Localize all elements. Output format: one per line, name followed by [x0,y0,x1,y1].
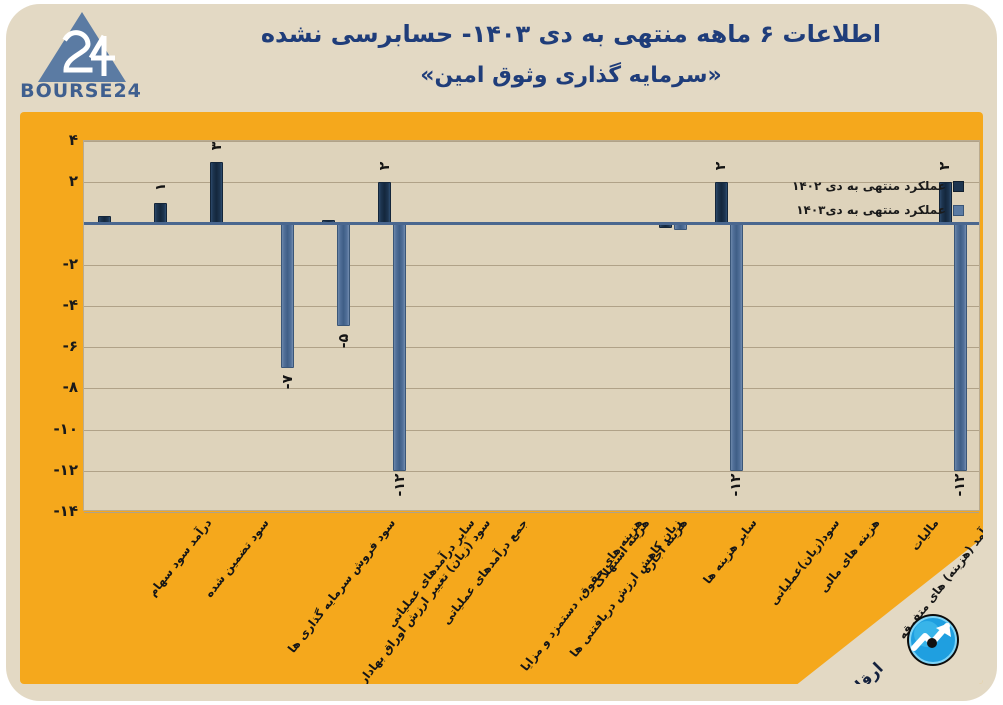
legend-label-1403: عملکرد منتهی به دی۱۴۰۳ [796,203,946,217]
triangle-24-logo-icon [38,12,126,82]
gridline [84,388,979,390]
bar-1403[interactable] [729,223,743,471]
bar-value-label: ۳ [208,141,225,150]
bar-1403[interactable] [393,223,407,471]
page-subtitle: «سرمایه گذاری وثوق امین» [420,63,722,88]
y-axis-tick-label: ۲ [68,172,78,191]
legend-label-1402: عملکرد منتهی به دی ۱۴۰۲ [792,179,946,193]
y-axis-tick-label: -۱۴ [53,502,78,520]
y-axis-tick-label: -۴ [62,295,78,314]
bar-value-label: ۱ [152,182,169,192]
legend-item-1403[interactable]: عملکرد منتهی به دی۱۴۰۳ [764,198,964,222]
bar-value-label: -۷ [279,374,296,389]
y-axis-tick-label: -۸ [62,378,78,397]
gridline [84,141,979,142]
y-axis-tick-label: -۶ [62,337,78,356]
gridline [84,470,979,472]
y-axis-tick-label: -۲ [62,254,78,273]
legend-swatch-1403 [953,204,964,216]
x-axis-category-label: سود فروش سرمایه گذاری ها [284,516,399,656]
gridline [84,512,979,513]
bar-1402[interactable] [154,202,168,224]
bar-value-label: ۲ [713,161,730,171]
bar-value-label: ۲ [376,161,393,171]
x-axis-category-label: سایر درآمدهای عملیاتی [384,516,478,630]
chart-panel: ۴ ۲ -۲ -۴ -۶ -۸ -۱۰ -۱۲ -۱۴ ۱ ۳ ۲ ۲ ۲ -۷ -۵ -۱۲ -۱۲ -۱۲ ع… [20,112,983,684]
gridline [84,429,979,431]
chart-legend: عملکرد منتهی به دی ۱۴۰۲ عملکرد منتهی به … [764,174,964,222]
bar-1403[interactable] [281,223,295,368]
bar-1403[interactable] [953,223,967,471]
logo-wordmark: BOURSE24 [20,80,142,102]
x-axis-category-label: سایر هزینه ها [699,516,760,587]
bourse24-logo[interactable]: BOURSE24 [18,8,144,108]
x-axis-category-label: مالیات [907,516,942,554]
chart-header: BOURSE24 اطلاعات ۶ ماهه منتهی به دی ۱۴۰۳… [6,4,997,112]
bar-value-label: -۵ [335,333,352,348]
gridline [84,347,979,349]
bar-1402[interactable] [714,182,728,224]
bar-1403[interactable] [337,223,351,327]
bar-value-label: -۱۲ [391,473,408,497]
y-axis-labels: ۴ ۲ -۲ -۴ -۶ -۸ -۱۰ -۱۲ -۱۴ [30,131,78,520]
zero-axis-line [84,222,979,226]
title-block: اطلاعات ۶ ماهه منتهی به دی ۱۴۰۳- حسابرسی… [156,16,986,93]
bar-1402[interactable] [378,182,392,224]
y-axis-tick-label: -۱۰ [53,419,78,438]
legend-item-1402[interactable]: عملکرد منتهی به دی ۱۴۰۲ [764,174,964,198]
y-axis-tick-label: ۴ [68,131,78,149]
bar-value-label: -۱۲ [952,473,969,497]
bar-value-label: -۱۲ [728,473,745,497]
y-axis-tick-label: -۱۲ [53,460,78,479]
x-axis-category-label: سود(زیان)عملیاتی [766,516,842,608]
gridline [84,305,979,307]
bar-1402[interactable] [210,161,224,224]
gridline [84,182,979,184]
plot-area: ۱ ۳ ۲ ۲ ۲ -۷ -۵ -۱۲ -۱۲ -۱۲ عملکرد منتهی به دی ۱۴… [83,140,980,513]
chart-arrow-circle-icon[interactable] [905,612,961,668]
page-title: اطلاعات ۶ ماهه منتهی به دی ۱۴۰۳- حسابرسی… [260,20,882,48]
x-axis-labels: درآمد سود سهام سود تضمین شده سود فروش سرما… [83,512,983,684]
x-axis-category-label: سود تضمین شده [201,516,272,600]
gridline [84,264,979,266]
bars-layer: ۱ ۳ ۲ ۲ ۲ -۷ -۵ -۱۲ -۱۲ -۱۲ [84,141,979,510]
legend-swatch-1402 [953,180,964,192]
